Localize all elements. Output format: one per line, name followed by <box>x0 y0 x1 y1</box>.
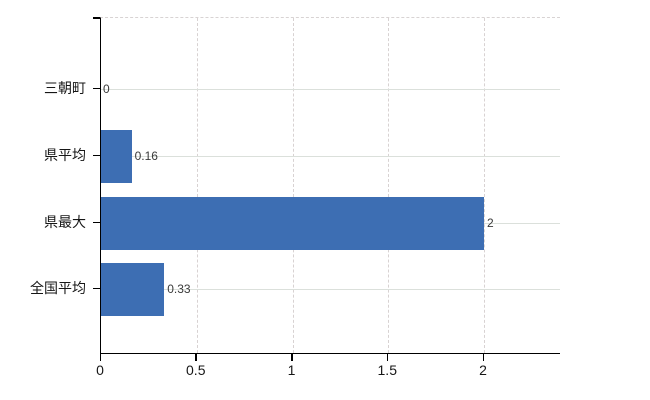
category-label: 全国平均 <box>30 280 86 296</box>
value-label: 2 <box>487 216 494 230</box>
value-label: 0.16 <box>134 149 158 163</box>
x-axis-tick <box>291 354 293 361</box>
y-axis-tick <box>93 221 100 223</box>
y-axis-tick <box>93 287 100 289</box>
y-axis-top-tick <box>93 17 100 19</box>
x-axis-tick <box>195 354 197 361</box>
x-axis-tick <box>386 354 389 361</box>
category-label: 県最大 <box>44 214 86 230</box>
bar <box>101 129 132 183</box>
x-axis-tick <box>482 354 484 361</box>
bar <box>101 262 165 316</box>
x-axis-tick <box>99 354 101 361</box>
category-label: 三朝町 <box>44 80 86 96</box>
x-tick-label: 1 <box>287 362 296 378</box>
vertical-gridline <box>388 18 390 353</box>
horizontal-gridline <box>101 156 560 157</box>
horizontal-gridline <box>101 89 560 90</box>
value-label: 0.33 <box>167 282 191 296</box>
value-label: 0 <box>103 82 110 96</box>
bar <box>101 196 484 250</box>
x-tick-label: 2 <box>479 362 487 378</box>
x-tick-label: 0.5 <box>186 362 206 378</box>
vertical-gridline <box>484 18 485 353</box>
x-tick-label: 0 <box>96 362 104 378</box>
vertical-gridline <box>196 18 198 353</box>
horizontal-gridline <box>101 289 560 290</box>
x-tick-label: 1.5 <box>377 362 397 378</box>
category-label: 県平均 <box>44 147 86 163</box>
plot-area: 0 0.16 2 0.33 <box>100 17 560 354</box>
y-axis-tick <box>93 154 100 156</box>
y-axis-tick <box>93 87 100 89</box>
vertical-gridline <box>292 18 294 353</box>
